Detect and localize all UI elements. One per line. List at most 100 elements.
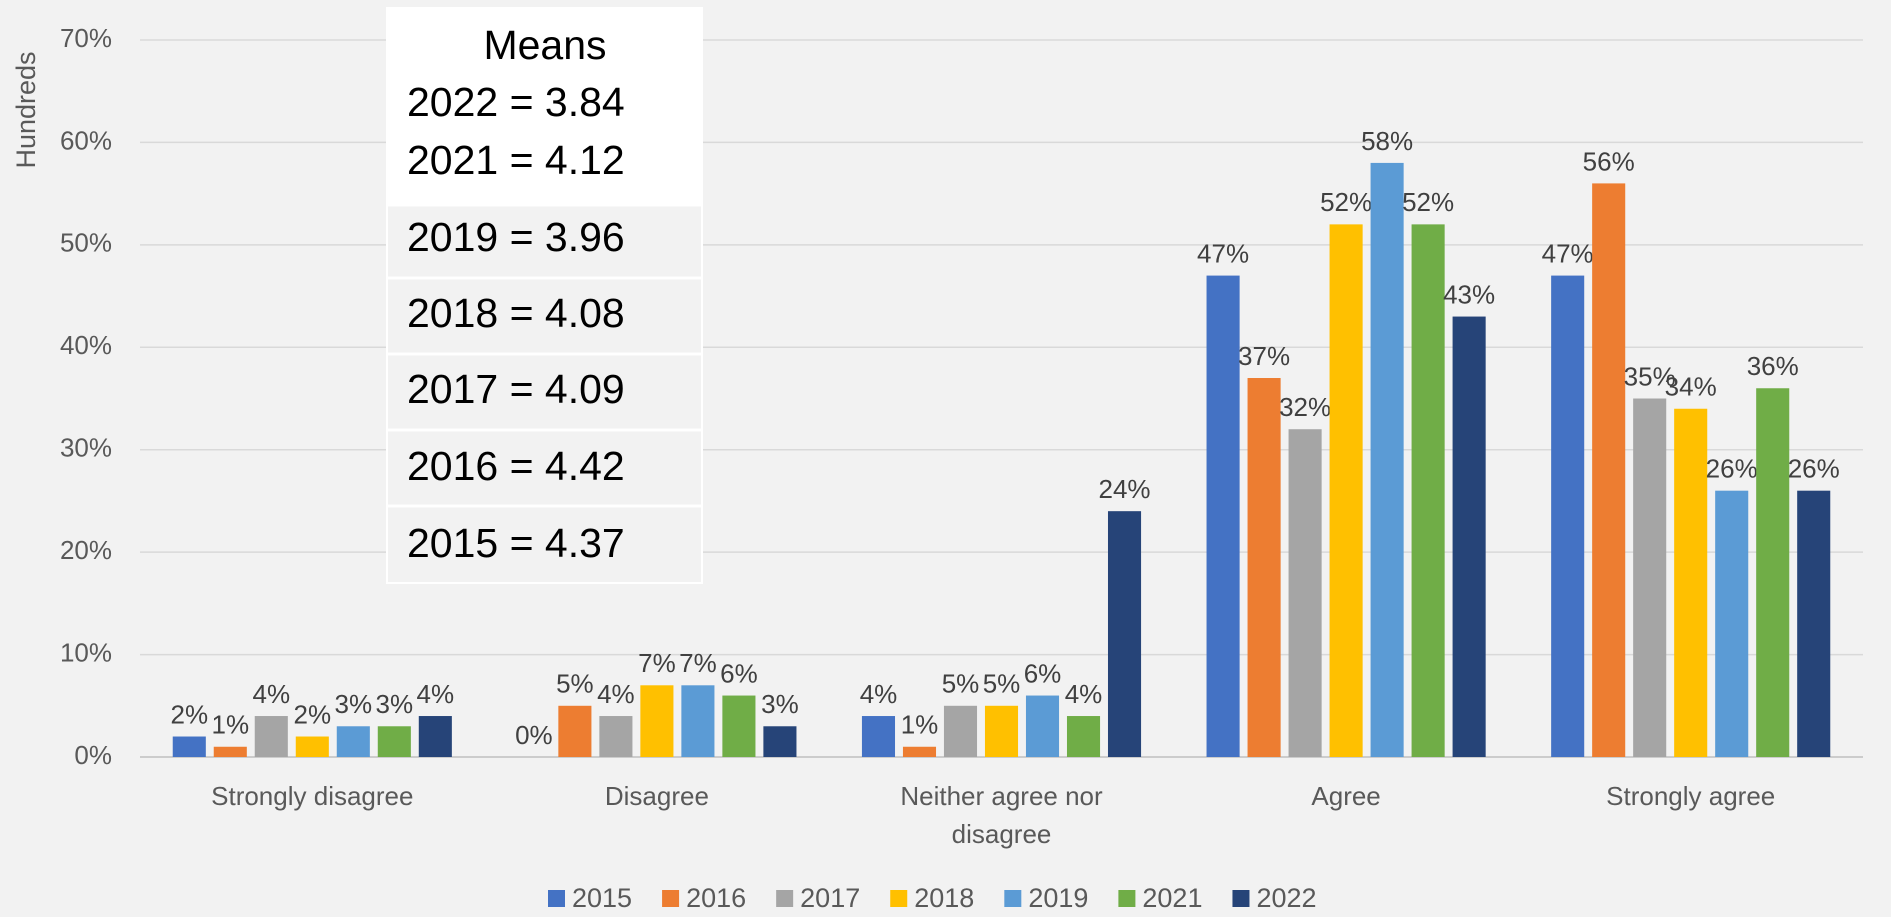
bar	[763, 726, 797, 757]
bar	[681, 685, 715, 757]
legend-swatch	[890, 890, 908, 907]
y-tick-label: 50%	[60, 228, 112, 258]
legend-label: 2015	[572, 883, 632, 913]
legend-label: 2021	[1142, 883, 1202, 913]
y-tick-label: 70%	[60, 23, 112, 53]
data-label: 47%	[1542, 238, 1594, 268]
means-entry: 2019 = 3.96	[407, 214, 625, 260]
x-tick-label: Agree	[1311, 781, 1380, 811]
data-label: 52%	[1402, 187, 1454, 217]
data-label: 52%	[1320, 187, 1372, 217]
data-label: 3%	[335, 689, 373, 719]
x-tick-label: Disagree	[605, 781, 709, 811]
y-tick-label: 40%	[60, 330, 112, 360]
y-tick-label: 0%	[74, 740, 112, 770]
legend-swatch	[776, 890, 794, 907]
data-label: 56%	[1583, 146, 1635, 176]
bar	[1715, 490, 1749, 757]
means-title: Means	[483, 22, 606, 68]
data-label: 7%	[679, 648, 717, 678]
bar	[295, 736, 329, 757]
bar	[943, 705, 978, 757]
x-tick-label: Strongly disagree	[211, 781, 413, 811]
data-label: 6%	[720, 658, 758, 688]
bar	[377, 726, 411, 757]
y-tick-label: 60%	[60, 125, 112, 155]
data-label: 2%	[294, 699, 332, 729]
y-axis-label: Hundreds	[11, 51, 41, 168]
means-entry: 2016 = 4.42	[407, 443, 625, 489]
bar	[1551, 275, 1585, 757]
data-label: 6%	[1024, 658, 1062, 688]
bar	[1411, 224, 1445, 757]
data-label: 5%	[983, 669, 1021, 699]
means-entry: 2017 = 4.09	[407, 366, 625, 412]
x-tick-label: Strongly agree	[1606, 781, 1775, 811]
data-label: 3%	[761, 689, 799, 719]
bar	[984, 705, 1019, 757]
bar	[1674, 408, 1708, 757]
data-label: 26%	[1706, 454, 1758, 484]
data-label: 47%	[1197, 238, 1249, 268]
data-label: 43%	[1443, 279, 1495, 309]
data-label: 36%	[1747, 351, 1799, 381]
data-label: 1%	[211, 710, 249, 740]
bar	[336, 726, 370, 757]
means-rows-bg	[388, 205, 701, 582]
bar	[172, 736, 206, 757]
data-label: 7%	[638, 648, 676, 678]
data-label: 4%	[860, 679, 898, 709]
data-label: 4%	[417, 679, 455, 709]
bar	[1025, 695, 1060, 757]
bar	[418, 716, 452, 757]
legend-swatch	[662, 890, 680, 907]
bar	[861, 716, 896, 757]
data-label: 37%	[1238, 341, 1290, 371]
legend-label: 2019	[1028, 883, 1088, 913]
bar	[1452, 316, 1486, 757]
bar	[1107, 511, 1142, 757]
data-label: 0%	[515, 720, 553, 750]
data-label: 1%	[901, 710, 939, 740]
data-label: 58%	[1361, 126, 1413, 156]
bar	[1247, 378, 1281, 757]
bar	[1370, 162, 1404, 757]
x-tick-label: Neither agree nor disagree	[900, 781, 1103, 849]
means-entry: 2015 = 4.37	[407, 520, 625, 566]
bar	[1288, 429, 1322, 757]
legend-label: 2016	[686, 883, 746, 913]
bar	[640, 685, 674, 757]
bar	[1756, 388, 1790, 757]
data-label: 4%	[1065, 679, 1103, 709]
bar	[254, 716, 288, 757]
bar	[722, 695, 756, 757]
y-tick-label: 10%	[60, 637, 112, 667]
bar	[213, 746, 247, 757]
bar	[599, 716, 633, 757]
data-label: 24%	[1098, 474, 1150, 504]
data-label: 4%	[597, 679, 635, 709]
data-label: 5%	[556, 669, 594, 699]
legend-label: 2018	[914, 883, 974, 913]
legend-swatch	[1118, 890, 1136, 907]
data-label: 34%	[1665, 372, 1717, 402]
bar	[902, 746, 937, 757]
means-entry: 2018 = 4.08	[407, 290, 625, 336]
data-label: 26%	[1788, 454, 1840, 484]
data-label: 3%	[376, 689, 414, 719]
data-label: 5%	[942, 669, 980, 699]
legend-swatch	[548, 890, 565, 907]
data-label: 4%	[253, 679, 291, 709]
bar	[1592, 183, 1626, 757]
bar	[1066, 716, 1101, 757]
legend-label: 2017	[800, 883, 860, 913]
bar	[1206, 275, 1240, 757]
legend-swatch	[1004, 890, 1022, 907]
data-label: 35%	[1624, 361, 1676, 391]
means-entry: 2022 = 3.84	[407, 79, 625, 125]
data-label: 2%	[170, 699, 208, 729]
means-entry: 2021 = 4.12	[407, 137, 625, 183]
y-tick-label: 30%	[60, 433, 112, 463]
bar	[1633, 398, 1667, 757]
